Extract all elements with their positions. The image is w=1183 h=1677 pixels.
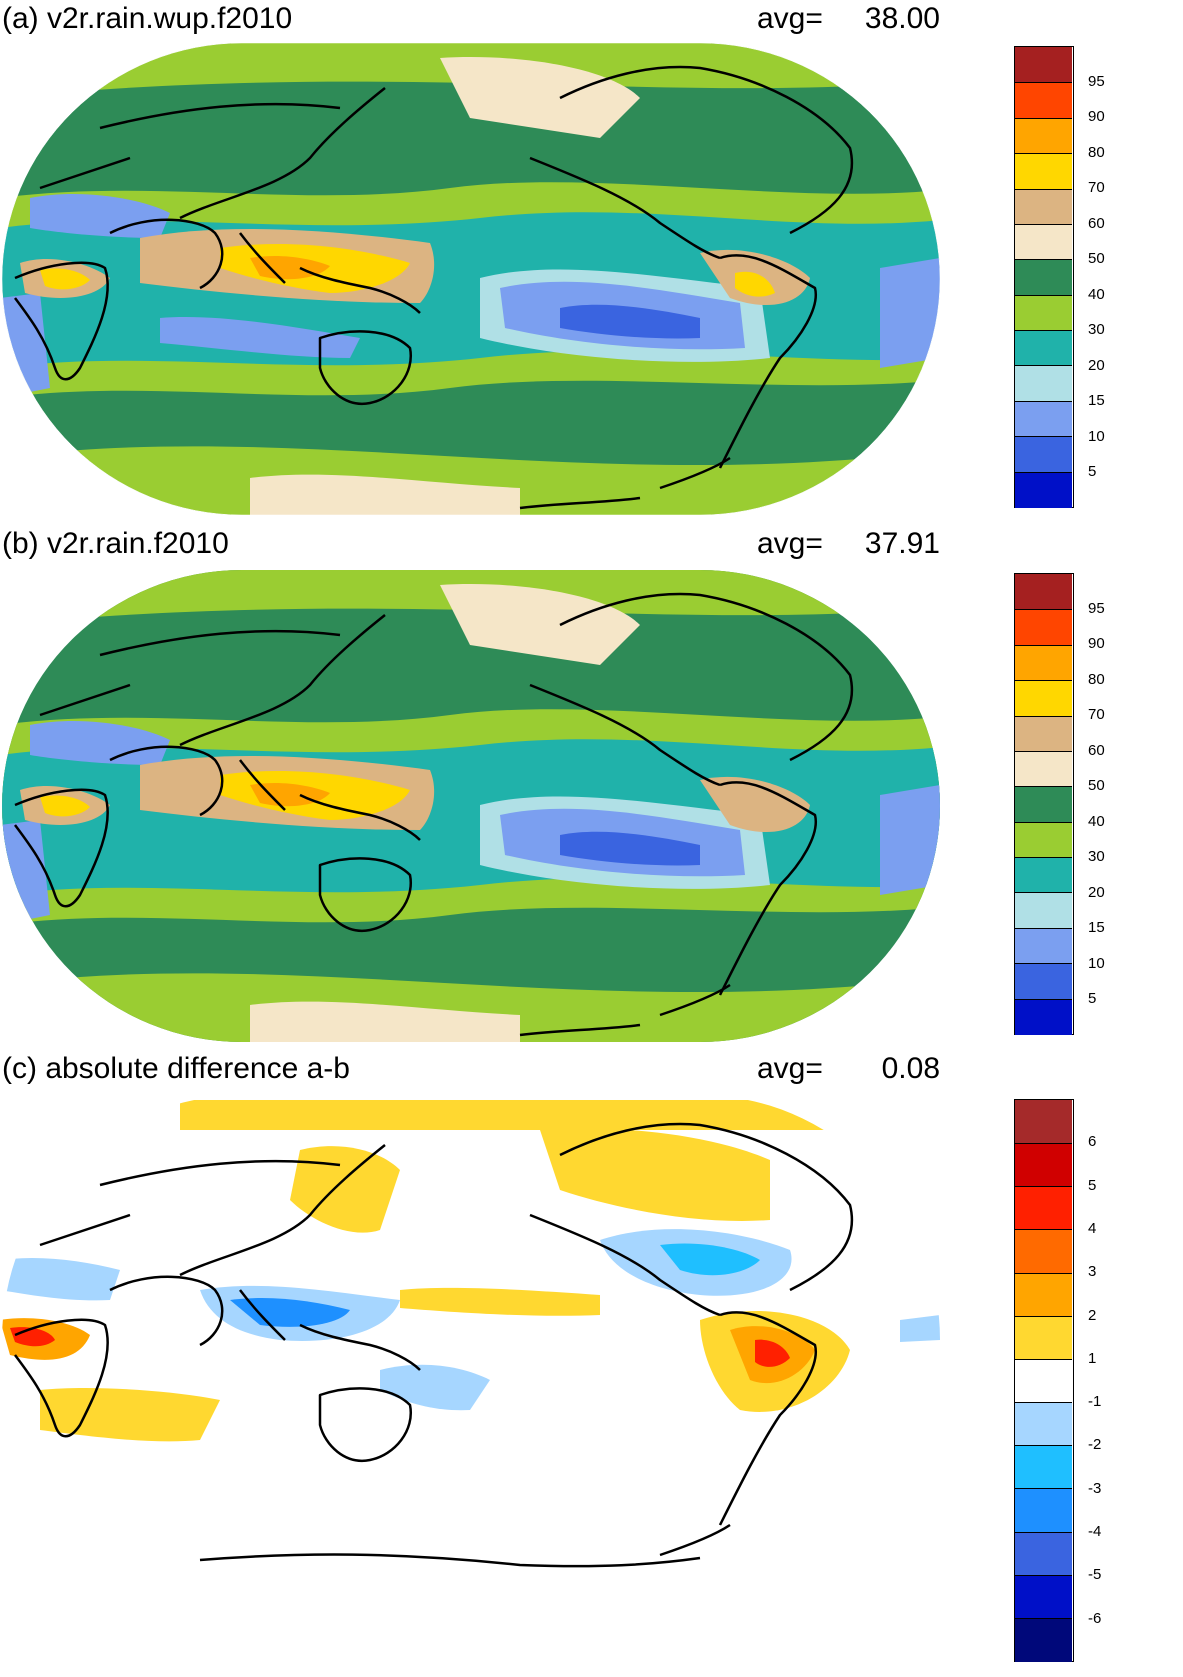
colorbar-label: 80 — [1088, 670, 1105, 688]
difference-map — [2, 1095, 940, 1585]
colorbar-box — [1015, 153, 1072, 190]
colorbar-box — [1015, 365, 1072, 402]
colorbar-label: 3 — [1088, 1263, 1097, 1281]
colorbar-label: 30 — [1088, 848, 1105, 866]
colorbar-label: -1 — [1088, 1393, 1102, 1411]
colorbar-box — [1015, 892, 1072, 929]
colorbar-box — [1015, 436, 1072, 473]
colorbar-box — [1015, 1272, 1072, 1317]
precipitation-map — [2, 570, 940, 1042]
colorbar-label: 20 — [1088, 883, 1105, 901]
colorbar-label: 90 — [1088, 108, 1105, 126]
colorbar-label: -6 — [1088, 1609, 1102, 1627]
colorbar-box — [1015, 330, 1072, 367]
colorbar-box — [1015, 715, 1072, 752]
colorbar-label: 60 — [1088, 214, 1105, 232]
panel-c: (c) absolute difference a-b avg= 0.08 — [0, 1050, 1183, 1677]
avg-label: avg= — [757, 2, 823, 35]
panel-title: (c) absolute difference a-b — [2, 1052, 350, 1085]
colorbar-label: 2 — [1088, 1306, 1097, 1324]
colorbar-box — [1015, 47, 1072, 83]
colorbar-label: 60 — [1088, 741, 1105, 759]
colorbar-label: 70 — [1088, 179, 1105, 197]
colorbar-label: 80 — [1088, 143, 1105, 161]
colorbar-box — [1015, 1488, 1072, 1533]
colorbar-box — [1015, 471, 1072, 508]
colorbar — [1014, 46, 1074, 508]
colorbar-label: 1 — [1088, 1349, 1097, 1367]
colorbar-box — [1015, 1358, 1072, 1404]
colorbar-box — [1015, 1100, 1072, 1144]
colorbar-label: 10 — [1088, 427, 1105, 445]
colorbar-label: -5 — [1088, 1566, 1102, 1584]
panel-title: (a) v2r.rain.wup.f2010 — [2, 2, 293, 35]
colorbar-label: 5 — [1088, 990, 1097, 1008]
colorbar-box — [1015, 1143, 1072, 1188]
colorbar-box — [1015, 644, 1072, 682]
colorbar-box — [1015, 750, 1072, 788]
colorbar-box — [1015, 1315, 1072, 1360]
colorbar-box — [1015, 1617, 1072, 1662]
colorbar-label: -4 — [1088, 1523, 1102, 1541]
colorbar-label: -3 — [1088, 1479, 1102, 1497]
colorbar-box — [1015, 574, 1072, 610]
colorbar-label: 10 — [1088, 954, 1105, 972]
colorbar-box — [1015, 1445, 1072, 1490]
colorbar-label: 40 — [1088, 285, 1105, 303]
colorbar-label: 50 — [1088, 250, 1105, 268]
colorbar-box — [1015, 294, 1072, 332]
avg-label: avg= — [757, 1052, 823, 1085]
colorbar-label: 40 — [1088, 812, 1105, 830]
colorbar — [1014, 573, 1074, 1035]
colorbar-label: 15 — [1088, 392, 1105, 410]
precipitation-map — [1, 42, 941, 516]
colorbar-box — [1015, 821, 1072, 859]
colorbar-label: 6 — [1088, 1133, 1097, 1151]
colorbar-label: 15 — [1088, 919, 1105, 937]
colorbar-box — [1015, 117, 1072, 155]
colorbar-box — [1015, 82, 1072, 119]
colorbar-label: 50 — [1088, 777, 1105, 795]
avg-value: 37.91 — [864, 527, 940, 560]
colorbar-box — [1015, 857, 1072, 894]
panel-a: (a) v2r.rain.wup.f2010 avg= 38.00 — [0, 0, 1183, 525]
colorbar-box — [1015, 609, 1072, 646]
colorbar-box — [1015, 223, 1072, 261]
colorbar-box — [1015, 259, 1072, 296]
colorbar-label: 4 — [1088, 1219, 1097, 1237]
colorbar-box — [1015, 1402, 1072, 1447]
colorbar-box — [1015, 188, 1072, 225]
colorbar-box — [1015, 998, 1072, 1035]
colorbar-box — [1015, 1229, 1072, 1274]
colorbar-box — [1015, 400, 1072, 438]
colorbar-label: -2 — [1088, 1436, 1102, 1454]
colorbar-box — [1015, 786, 1072, 823]
colorbar-label: 30 — [1088, 321, 1105, 339]
colorbar — [1014, 1099, 1074, 1662]
avg-label: avg= — [757, 527, 823, 560]
colorbar-box — [1015, 680, 1072, 717]
avg-value: 38.00 — [864, 2, 940, 35]
colorbar-box — [1015, 1186, 1072, 1231]
colorbar-box — [1015, 963, 1072, 1000]
colorbar-label: 5 — [1088, 463, 1097, 481]
colorbar-box — [1015, 1531, 1072, 1576]
colorbar-label: 20 — [1088, 356, 1105, 374]
colorbar-label: 95 — [1088, 599, 1105, 617]
colorbar-box — [1015, 1574, 1072, 1619]
avg-value: 0.08 — [881, 1052, 940, 1085]
colorbar-label: 5 — [1088, 1176, 1097, 1194]
colorbar-box — [1015, 927, 1072, 965]
panel-b: (b) v2r.rain.f2010 avg= 37.91 — [0, 525, 1183, 1050]
colorbar-label: 90 — [1088, 635, 1105, 653]
colorbar-label: 70 — [1088, 706, 1105, 724]
colorbar-label: 95 — [1088, 72, 1105, 90]
panel-title: (b) v2r.rain.f2010 — [2, 527, 229, 560]
